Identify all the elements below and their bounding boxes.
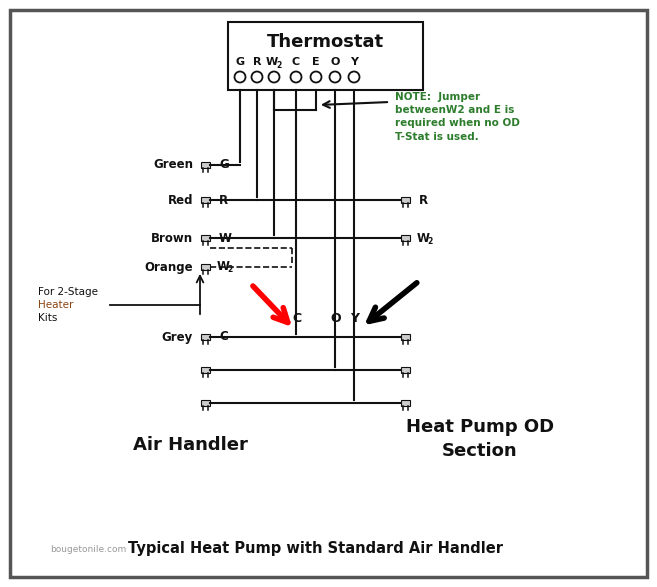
Text: Grey: Grey — [162, 330, 193, 343]
Bar — [401, 197, 409, 203]
Circle shape — [290, 72, 302, 83]
Circle shape — [235, 72, 246, 83]
Text: Kits: Kits — [38, 313, 57, 323]
Text: G: G — [235, 57, 244, 67]
Text: Air Handler: Air Handler — [133, 436, 248, 454]
Bar — [200, 367, 210, 373]
Circle shape — [330, 72, 340, 83]
Text: C: C — [219, 330, 228, 343]
Text: Brown: Brown — [151, 231, 193, 245]
Text: Thermostat: Thermostat — [267, 33, 384, 51]
Text: Red: Red — [168, 194, 193, 207]
Text: W: W — [217, 261, 230, 274]
Bar — [200, 197, 210, 203]
Bar — [401, 400, 409, 406]
Text: NOTE:  Jumper
betweenW2 and E is
required when no OD
T-Stat is used.: NOTE: Jumper betweenW2 and E is required… — [395, 92, 520, 141]
Text: G: G — [219, 158, 229, 171]
Text: R: R — [253, 57, 261, 67]
Text: O: O — [330, 312, 342, 326]
Text: bougetonile.com: bougetonile.com — [50, 545, 126, 554]
Bar — [200, 334, 210, 340]
Text: For 2-Stage: For 2-Stage — [38, 287, 98, 297]
Circle shape — [252, 72, 263, 83]
Text: Heat Pump OD
Section: Heat Pump OD Section — [406, 418, 554, 460]
Bar — [228, 22, 423, 90]
Circle shape — [348, 72, 359, 83]
Text: C: C — [292, 57, 300, 67]
Text: O: O — [330, 57, 340, 67]
Text: Y: Y — [350, 57, 358, 67]
Text: Orange: Orange — [145, 261, 193, 274]
Text: W: W — [266, 57, 278, 67]
Text: 2: 2 — [227, 265, 233, 275]
Text: C: C — [292, 312, 302, 326]
Text: W: W — [417, 231, 430, 245]
Text: 2: 2 — [427, 237, 432, 245]
Text: W: W — [219, 231, 232, 245]
Circle shape — [311, 72, 321, 83]
Bar — [200, 235, 210, 241]
Bar — [401, 367, 409, 373]
Bar — [200, 264, 210, 270]
Circle shape — [269, 72, 279, 83]
Text: E: E — [312, 57, 320, 67]
Text: Y: Y — [350, 312, 359, 326]
Text: Heater: Heater — [38, 300, 74, 310]
Text: R: R — [419, 194, 428, 207]
Bar — [200, 162, 210, 168]
Bar — [200, 400, 210, 406]
Text: Green: Green — [153, 158, 193, 171]
Text: R: R — [219, 194, 228, 207]
Text: 2: 2 — [277, 60, 282, 69]
Bar — [401, 235, 409, 241]
Text: Typical Heat Pump with Standard Air Handler: Typical Heat Pump with Standard Air Hand… — [128, 541, 503, 556]
Bar — [401, 334, 409, 340]
